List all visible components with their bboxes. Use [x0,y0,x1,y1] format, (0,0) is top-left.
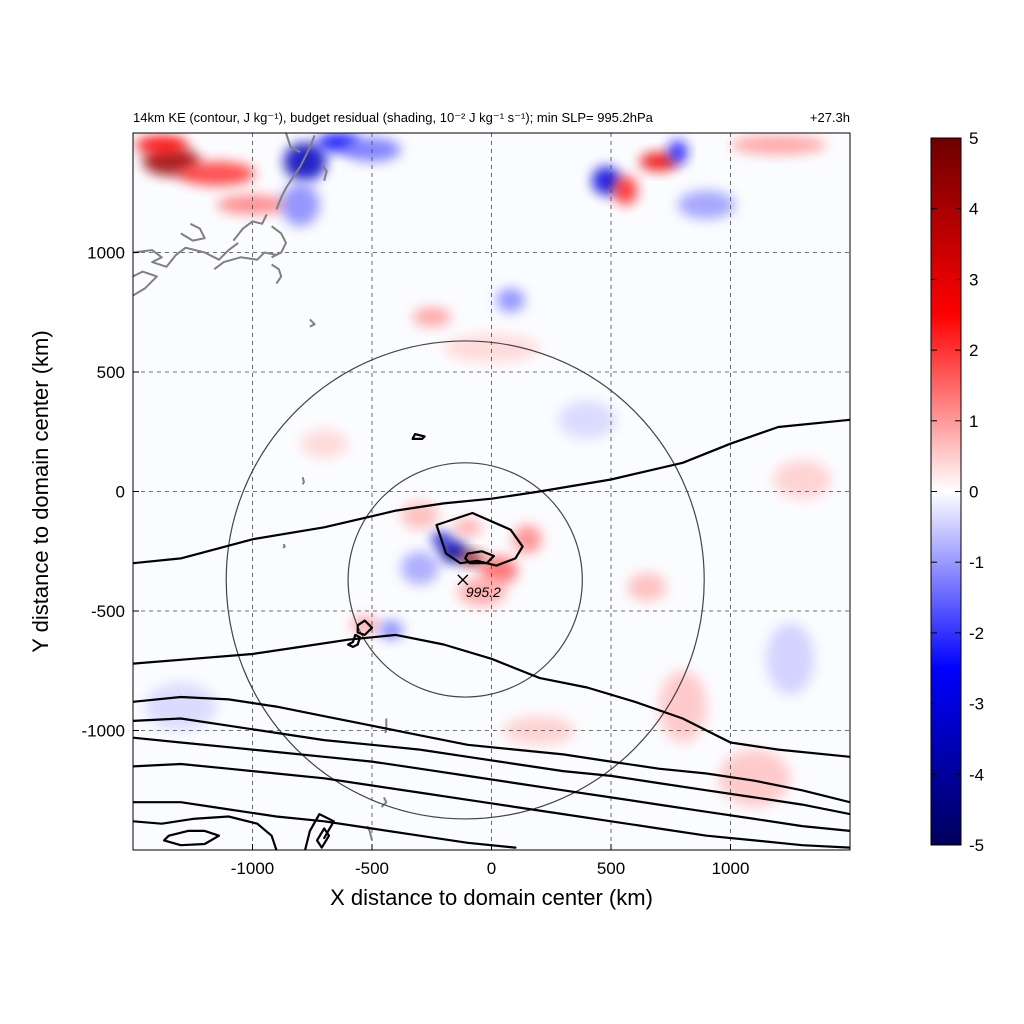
residual-blob [400,551,439,585]
coastline [133,270,158,297]
ke-contour [464,550,495,565]
residual-blob [135,135,188,155]
chart-title: 14km KE (contour, J kg⁻¹), budget residu… [133,110,654,125]
colorbar-tick-label: -5 [969,836,984,855]
y-tick-label: 500 [97,363,125,382]
residual-blob [178,161,255,186]
range-rings [225,340,705,820]
residual-blob [412,307,451,327]
colorbar-ticks: 5 4 3 2 1 0 -1 -2 -3 -4 -5 [931,129,984,855]
storm-center-marker: 995.2 [457,574,501,600]
residual-blob [558,400,616,439]
x-tick-label: 500 [597,859,625,878]
y-axis-label: Y distance to domain center (km) [28,330,53,652]
ke-contour [133,815,278,850]
x-tick-label: -1000 [231,859,274,878]
colorbar-tick-label: -4 [969,765,984,784]
residual-blob [496,288,525,313]
residual-blob [300,429,349,459]
coastline [232,213,268,242]
min-slp-label: 995.2 [466,584,501,600]
coastline [271,225,287,259]
residual-blob [613,176,638,205]
storm-center-x [457,574,469,586]
range-ring [225,340,705,820]
x-tick-label: 1000 [712,859,750,878]
residual-blob [283,142,327,181]
residual-blob [216,195,289,215]
ke-contour [133,633,850,758]
coastline [275,135,316,210]
y-tick-label: 1000 [87,244,125,263]
residual-blob [281,183,320,227]
x-axis-ticks: -1000 -500 0 500 1000 [231,844,750,878]
residual-blob [458,577,506,607]
x-tick-label: 0 [487,859,496,878]
y-tick-label: -500 [91,602,125,621]
residual-blob [766,622,815,695]
coastline [309,318,316,328]
ke-contour [356,619,374,636]
ke-contour [133,695,850,804]
ke-contour [133,418,850,565]
ke-contour [133,736,850,832]
x-axis-label: X distance to domain center (km) [330,885,653,910]
residual-blob [453,517,482,537]
coastline [301,476,305,485]
residual-blob [658,670,707,743]
ke-contour [435,511,524,567]
ke-contour [347,633,362,648]
colorbar-tick-label: -2 [969,624,984,643]
range-ring [347,462,583,698]
colorbar-tick-label: -3 [969,695,984,714]
x-tick-label: -500 [355,859,389,878]
y-tick-label: -1000 [82,722,125,741]
residual-shading [135,133,831,807]
coastlines [133,133,388,841]
colorbar-tick-label: 4 [969,200,978,219]
ke-contour [315,827,331,849]
residual-blob [677,190,736,220]
ke-contour [133,762,850,849]
coastline [384,718,388,734]
chart-time-label: +27.3h [810,110,850,125]
ke-contour [133,801,517,849]
y-tick-label: 0 [116,483,125,502]
colorbar-tick-label: 0 [969,483,978,502]
y-axis-ticks: -1000 -500 0 500 1000 [82,244,139,741]
residual-blob [627,572,666,602]
coastline [180,222,206,242]
colorbar-tick-label: 3 [969,270,978,289]
residual-blob [773,460,831,499]
coastline [282,543,286,549]
plot-background [133,133,850,850]
residual-blob [639,152,678,172]
coastline [285,133,301,153]
colorbar-tick-label: 2 [969,341,978,360]
colorbar-tick-label: -1 [969,553,984,572]
coastline [320,163,328,182]
residual-blob [503,716,576,745]
ke-contour [411,433,426,440]
ke-contour [133,717,850,816]
ke-contours [133,418,850,850]
residual-blob [591,166,621,196]
colorbar-tick-label: 1 [969,412,978,431]
ke-contour [163,829,221,847]
residual-blob [730,135,827,155]
coastline [133,242,239,268]
colorbar-tick-label: 5 [969,129,978,148]
residual-blob [513,524,542,554]
coastline [271,263,283,285]
ke-contour [304,813,335,850]
residual-blob [668,140,688,165]
residual-blob [718,749,791,807]
coastline [380,796,388,808]
coastline [213,251,277,271]
